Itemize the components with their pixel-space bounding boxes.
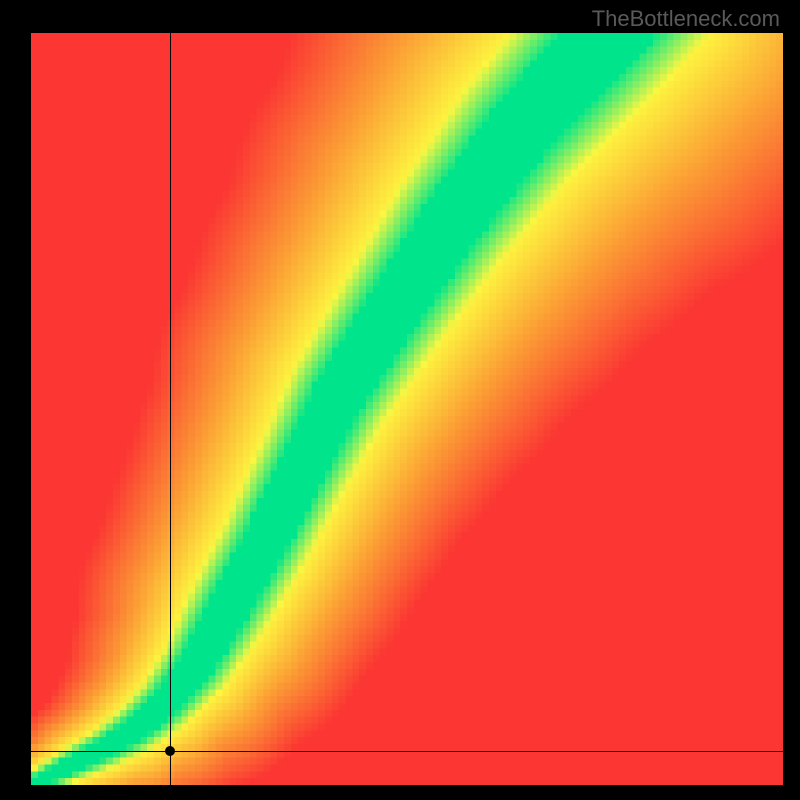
heatmap-plot [31,33,783,785]
watermark-text: TheBottleneck.com [592,6,780,32]
crosshair-marker-dot [165,746,175,756]
heatmap-canvas [31,33,783,785]
crosshair-vertical-line [170,33,171,785]
crosshair-horizontal-line [31,751,783,752]
